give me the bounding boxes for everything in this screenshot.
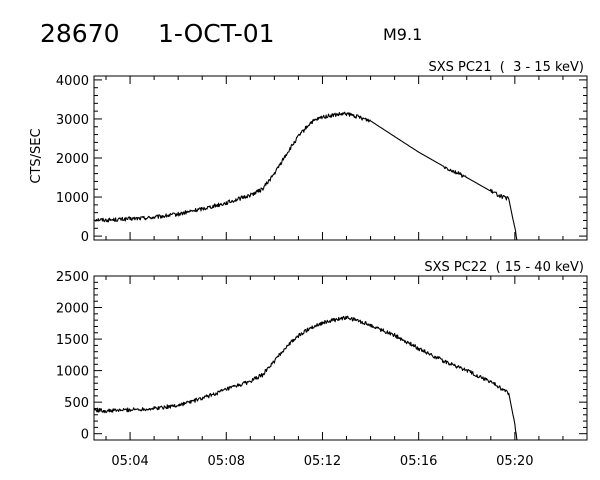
panel-pc22-ytick-label: 500 xyxy=(64,396,89,411)
panel-pc21-ytick-label: 0 xyxy=(81,230,89,245)
panel-pc22-ticks: 0 500 1000 1500 2000 2500 xyxy=(56,270,588,443)
x-tick-label: 05:08 xyxy=(208,454,245,469)
event-date: 1-OCT-01 xyxy=(158,19,275,48)
panel-pc22-ytick-label: 2500 xyxy=(56,270,89,285)
flare-class: M9.1 xyxy=(383,25,422,44)
x-tick-labels: 05:04 05:08 05:12 05:16 05:20 xyxy=(111,454,533,469)
panel-pc21-ytick-label: 1000 xyxy=(56,191,89,206)
panel-pc22: SXS PC22 ( 15 - 40 keV) 0 500 1000 1500 2000… xyxy=(56,260,588,443)
panel-pc22-ytick-label: 1000 xyxy=(56,365,89,380)
x-tick-label: 05:04 xyxy=(111,454,148,469)
panel-pc21-ylabel: CTS/SEC xyxy=(29,128,44,183)
panel-pc21-ytick-label: 4000 xyxy=(56,74,89,89)
panel-pc22-ytick-label: 0 xyxy=(81,428,89,443)
x-tick-label: 05:20 xyxy=(496,454,533,469)
x-tick-label: 05:16 xyxy=(400,454,437,469)
panel-pc21: SXS PC21 ( 3 - 15 keV) CTS/SEC 0 1000 2000… xyxy=(29,60,588,245)
panel-pc21-frame xyxy=(93,75,588,241)
panel-pc22-ytick-label: 1500 xyxy=(56,333,89,348)
panel-pc21-ticks: 0 1000 2000 3000 4000 xyxy=(56,74,588,245)
event-id: 28670 xyxy=(40,19,120,48)
x-tick-label: 05:12 xyxy=(304,454,341,469)
panel-pc21-series-line xyxy=(93,111,518,241)
panel-pc21-ytick-label: 2000 xyxy=(56,152,89,167)
panel-pc22-title: SXS PC22 ( 15 - 40 keV) xyxy=(424,260,584,275)
panel-pc21-title: SXS PC21 ( 3 - 15 keV) xyxy=(428,60,584,75)
panel-pc21-ytick-label: 3000 xyxy=(56,113,89,128)
panel-pc22-series-line xyxy=(93,315,518,441)
panel-pc22-ytick-label: 2000 xyxy=(56,302,89,317)
panel-pc22-frame xyxy=(93,275,588,441)
